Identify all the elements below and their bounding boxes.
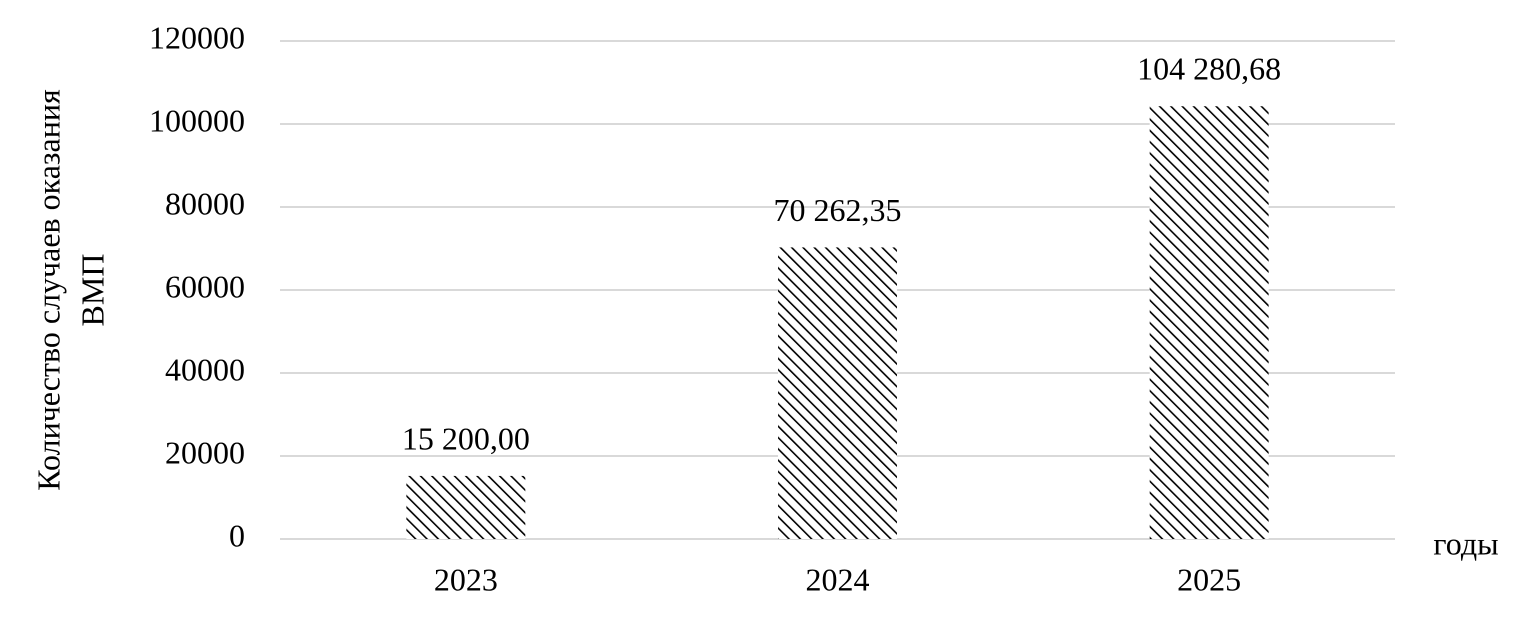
x-axis-label: годы — [1433, 525, 1498, 561]
bar — [406, 475, 526, 539]
bar — [1149, 106, 1269, 540]
y-tick-label: 20000 — [165, 434, 245, 470]
y-tick-label: 40000 — [165, 351, 245, 387]
x-tick-label: 2025 — [1177, 561, 1241, 597]
x-tick-label: 2023 — [434, 561, 498, 597]
y-tick-label: 0 — [229, 517, 245, 553]
y-axis-label: Количество случаев оказания — [30, 89, 66, 491]
y-tick-label: 100000 — [149, 102, 245, 138]
y-tick-label: 60000 — [165, 268, 245, 304]
x-tick-label: 2024 — [806, 561, 870, 597]
y-axis-label: ВМП — [74, 254, 110, 327]
data-label: 70 262,35 — [774, 192, 902, 228]
y-tick-label: 120000 — [149, 19, 245, 55]
bar — [778, 247, 897, 539]
y-tick-label: 80000 — [165, 185, 245, 221]
data-label: 15 200,00 — [402, 420, 530, 456]
data-label: 104 280,68 — [1137, 51, 1281, 87]
